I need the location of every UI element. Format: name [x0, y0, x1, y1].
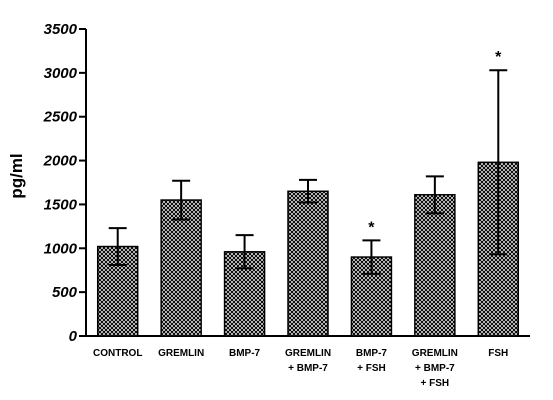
bar: [160, 199, 202, 337]
y-tick-label: 2500: [43, 109, 78, 126]
y-axis-ticks: 0 500 1000 1500 2000 2500 3000 3500: [43, 21, 86, 345]
x-axis-ticks: CONTROL GREMLIN BMP-7 GREMLIN + BMP-7 BMP-7 + …: [93, 348, 508, 389]
significance-marker: *: [368, 219, 375, 236]
y-tick-label: 3000: [44, 65, 78, 82]
x-tick-label: GREMLIN: [285, 348, 331, 359]
x-tick-label: + FSH: [357, 363, 386, 374]
x-tick-label: GREMLIN: [158, 348, 204, 359]
x-tick-label: CONTROL: [93, 348, 142, 359]
bar: [350, 256, 393, 337]
x-tick-label: + BMP-7: [415, 363, 455, 374]
x-tick-label: FSH: [488, 348, 508, 359]
x-tick-label: GREMLIN: [412, 348, 458, 359]
x-tick-label: BMP-7: [356, 348, 388, 359]
y-tick-label: 0: [69, 328, 78, 345]
y-tick-label: 500: [52, 284, 78, 301]
significance-marker: *: [495, 49, 502, 66]
y-tick-label: 1000: [44, 240, 78, 257]
y-tick-label: 1500: [44, 196, 78, 213]
bars: **: [96, 49, 520, 337]
x-tick-label: + BMP-7: [288, 363, 328, 374]
x-tick-label: + FSH: [421, 378, 450, 389]
bar: [414, 194, 456, 337]
y-axis-label: pg/ml: [7, 153, 26, 198]
x-tick-label: BMP-7: [229, 348, 261, 359]
y-tick-label: 2000: [43, 153, 78, 170]
y-tick-label: 3500: [44, 21, 78, 38]
bar: [287, 190, 329, 337]
